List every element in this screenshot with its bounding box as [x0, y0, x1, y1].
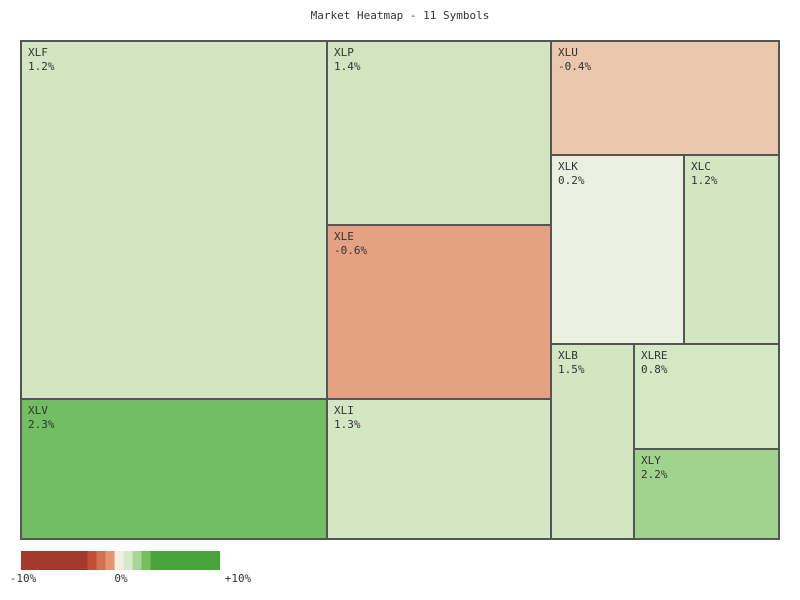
legend-max-label: +10% — [224, 572, 252, 585]
tile-symbol: XLC — [691, 160, 711, 173]
treemap-tile-xlf: XLF 1.2% — [21, 41, 327, 399]
tile-value: 0.8% — [641, 363, 668, 376]
treemap-tile-xly: XLY 2.2% — [634, 449, 779, 539]
legend-mid-label: 0% — [114, 572, 128, 585]
color-legend: -10% 0% +10% — [0, 551, 800, 596]
tile-value: 1.2% — [28, 60, 55, 73]
tile-value: 1.2% — [691, 174, 718, 187]
tile-value: 2.3% — [28, 418, 55, 431]
treemap: XLF 1.2% XLV 2.3% XLP 1.4% XLE -0.6% XLI 1.3% XLU -… — [20, 40, 780, 540]
tile-symbol: XLF — [28, 46, 48, 59]
tile-value: -0.6% — [334, 244, 368, 257]
tile-symbol: XLE — [334, 230, 354, 243]
tile-symbol: XLV — [28, 404, 48, 417]
treemap-tile-xlc: XLC 1.2% — [684, 155, 779, 344]
tile-value: 2.2% — [641, 468, 668, 481]
tile-value: 1.4% — [334, 60, 361, 73]
tile-symbol: XLU — [558, 46, 578, 59]
treemap-tile-xlk: XLK 0.2% — [551, 155, 684, 344]
tile-symbol: XLK — [558, 160, 578, 173]
tile-value: 1.5% — [558, 363, 585, 376]
tile-symbol: XLP — [334, 46, 354, 59]
chart-title: Market Heatmap - 11 Symbols — [310, 9, 490, 22]
tile-symbol: XLB — [558, 349, 578, 362]
tile-symbol: XLRE — [641, 349, 668, 362]
legend-min-label: -10% — [9, 572, 37, 585]
treemap-tile-xli: XLI 1.3% — [327, 399, 551, 539]
treemap-tile-xlu: XLU -0.4% — [551, 41, 779, 155]
treemap-tile-xlp: XLP 1.4% — [327, 41, 551, 225]
legend-gradient-bar — [21, 551, 220, 570]
treemap-tile-xlre: XLRE 0.8% — [634, 344, 779, 449]
tile-value: -0.4% — [558, 60, 592, 73]
tile-value: 1.3% — [334, 418, 361, 431]
tile-symbol: XLY — [641, 454, 661, 467]
tile-value: 0.2% — [558, 174, 585, 187]
treemap-tile-xlv: XLV 2.3% — [21, 399, 327, 539]
tile-symbol: XLI — [334, 404, 354, 417]
treemap-tile-xlb: XLB 1.5% — [551, 344, 634, 539]
treemap-tile-xle: XLE -0.6% — [327, 225, 551, 399]
